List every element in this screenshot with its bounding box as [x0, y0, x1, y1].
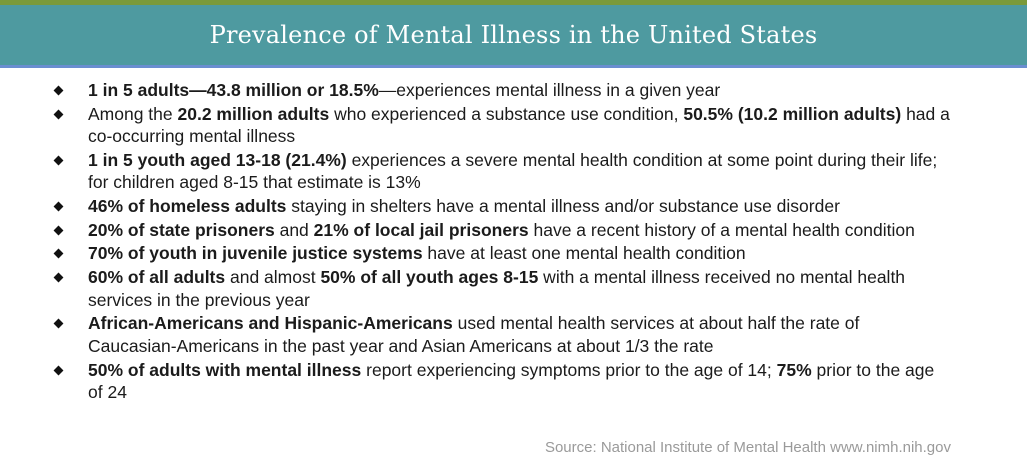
diamond-bullet-icon: [53, 109, 64, 120]
page-title: Prevalence of Mental Illness in the Unit…: [209, 21, 818, 49]
list-item: 1 in 5 youth aged 13-18 (21.4%) experien…: [52, 149, 952, 194]
diamond-bullet-icon: [53, 201, 64, 212]
item-text-bold: 20.2 million adults: [177, 103, 330, 124]
item-text: African-Americans and Hispanic-Americans…: [88, 313, 859, 356]
item-text: 70% of youth in juvenile justice systems…: [88, 243, 746, 263]
list-item: 20% of state prisoners and 21% of local …: [52, 219, 952, 242]
item-text: 1 in 5 adults—43.8 million or 18.5%—expe…: [88, 80, 720, 100]
diamond-bullet-icon: [53, 85, 64, 96]
item-text-bold: 46% of homeless adults: [88, 196, 287, 217]
diamond-bullet-icon: [53, 365, 64, 375]
diamond-bullet-icon: [53, 272, 64, 283]
item-text-bold: 50% of adults with mental illness: [88, 359, 362, 380]
list-item: 50% of adults with mental illness report…: [52, 359, 952, 404]
list-item: 70% of youth in juvenile justice systems…: [52, 242, 952, 265]
item-text-run: who experienced a substance use conditio…: [329, 103, 684, 124]
list-item: 1 in 5 adults—43.8 million or 18.5%—expe…: [52, 79, 952, 102]
item-text-run: staying in shelters have a mental illnes…: [286, 196, 840, 217]
item-text-run: have at least one mental health conditio…: [422, 243, 746, 264]
item-text: 50% of adults with mental illness report…: [88, 360, 934, 403]
list-item: African-Americans and Hispanic-Americans…: [52, 312, 952, 357]
item-text-bold: 1 in 5 youth aged 13-18 (21.4%): [88, 149, 347, 170]
item-text: 46% of homeless adults staying in shelte…: [88, 196, 840, 216]
item-text-run: —experiences mental illness in a given y…: [378, 80, 721, 100]
item-text-bold: 1 in 5 adults—43.8 million or 18.5%: [88, 80, 379, 100]
source-citation: Source: National Institute of Mental Hea…: [544, 439, 951, 456]
header-banner: Prevalence of Mental Illness in the Unit…: [0, 5, 1027, 65]
item-text-run: have a recent history of a mental health…: [528, 219, 915, 240]
diamond-bullet-icon: [53, 248, 64, 259]
diamond-bullet-icon: [53, 318, 64, 329]
item-text-bold: 75%: [776, 359, 812, 380]
item-text-run: prior to the age of 24: [88, 359, 935, 403]
list-item: Among the 20.2 million adults who experi…: [52, 103, 952, 148]
diamond-bullet-icon: [53, 155, 64, 166]
item-text: 20% of state prisoners and 21% of local …: [88, 220, 915, 240]
item-text-run: experiences a severe mental health condi…: [88, 149, 938, 193]
item-text-bold: 60% of all adults: [88, 267, 226, 288]
top-accent-stripe: [0, 0, 1027, 5]
item-text: Among the 20.2 million adults who experi…: [88, 104, 950, 147]
statistics-list: 1 in 5 adults—43.8 million or 18.5%—expe…: [52, 79, 952, 405]
item-text-run: and: [274, 219, 314, 240]
item-text: 60% of all adults and almost 50% of all …: [88, 267, 905, 310]
item-text-bold: 20% of state prisoners: [88, 219, 275, 240]
item-text-bold: 21% of local jail prisoners: [313, 219, 529, 240]
item-text-run: report experiencing symptoms prior to th…: [361, 359, 777, 380]
item-text-bold: 70% of youth in juvenile justice systems: [88, 243, 423, 264]
item-text-run: with a mental illness received no mental…: [88, 267, 906, 310]
item-text-run: and almost: [225, 267, 321, 288]
diamond-bullet-icon: [53, 225, 64, 236]
header-divider: [0, 65, 1027, 68]
list-item: 46% of homeless adults staying in shelte…: [52, 195, 952, 218]
list-item: 60% of all adults and almost 50% of all …: [52, 266, 952, 311]
item-text-bold: 50% of all youth ages 8-15: [320, 267, 539, 288]
item-text-bold: 50.5% (10.2 million adults): [683, 103, 902, 124]
item-text-run: had a co-occurring mental illness: [88, 103, 950, 147]
item-text-bold: African-Americans and Hispanic-Americans: [88, 313, 453, 334]
item-text: 1 in 5 youth aged 13-18 (21.4%) experien…: [88, 150, 937, 193]
item-text-run: used mental health services at about hal…: [88, 313, 860, 356]
item-text-run: Among the: [88, 103, 178, 124]
